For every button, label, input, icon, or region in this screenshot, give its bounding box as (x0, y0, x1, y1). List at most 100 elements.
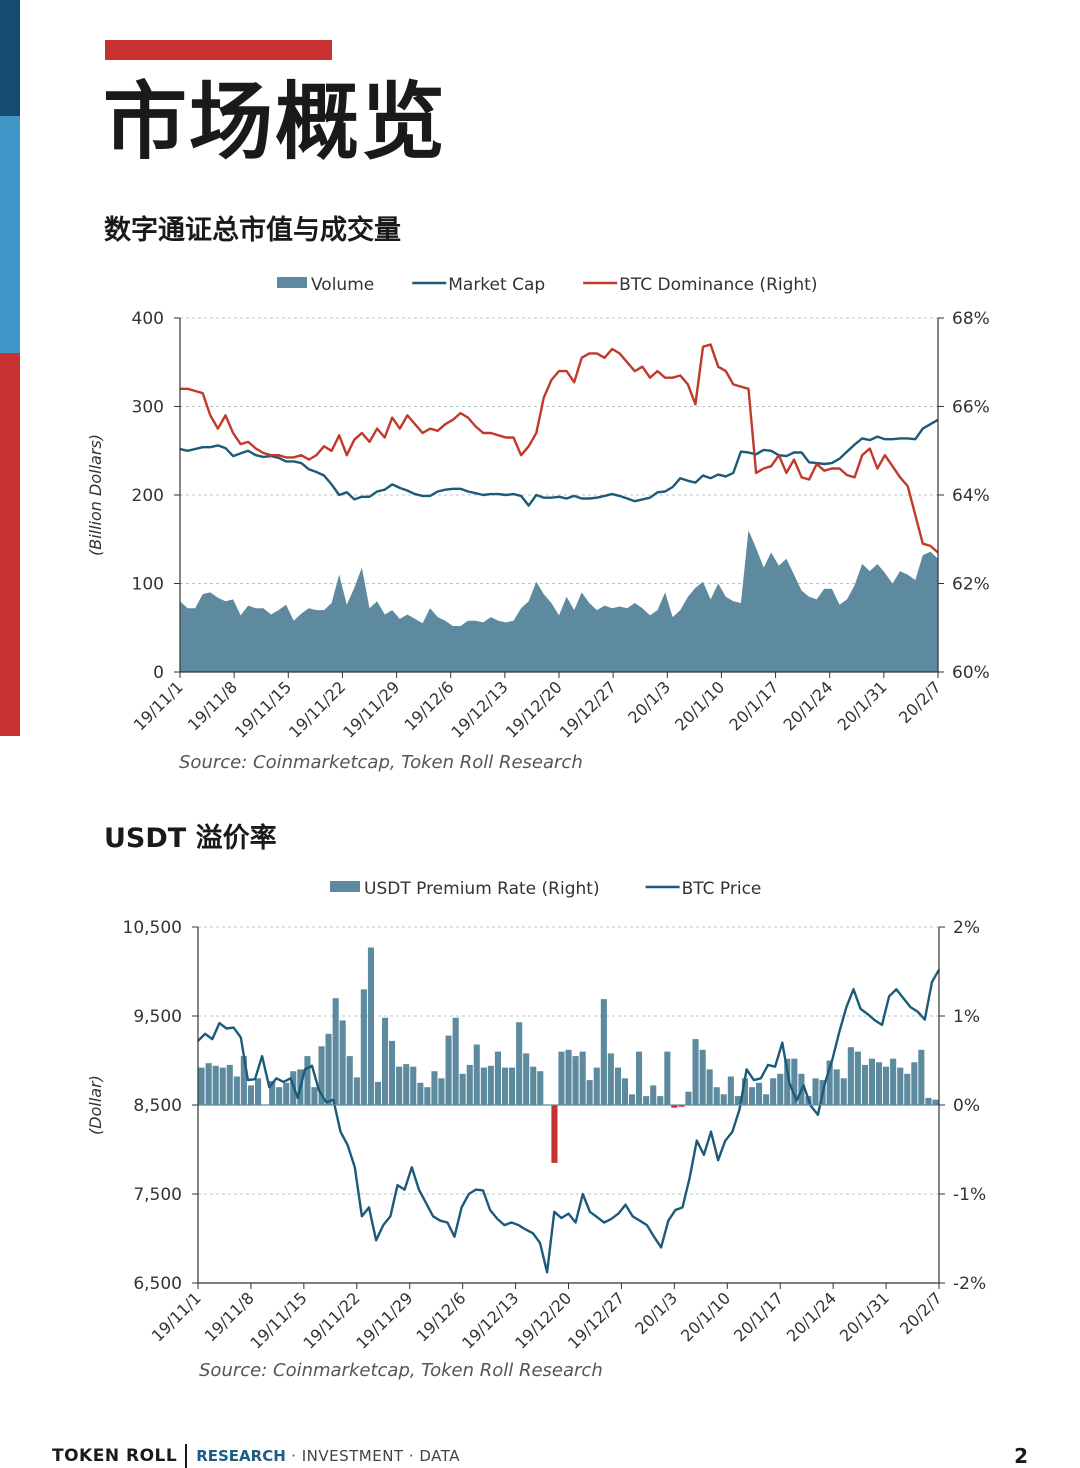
premium-bar (890, 1058, 897, 1105)
premium-bar (876, 1062, 883, 1105)
premium-bar (699, 1049, 706, 1105)
y-right-tick-label: 62% (952, 575, 990, 595)
legend-label: Volume (311, 275, 374, 295)
y-axis-label: (Dollar) (86, 1075, 105, 1135)
x-tick-label: 19/11/29 (352, 1288, 416, 1352)
premium-bar (247, 1085, 254, 1105)
y-left-tick-label: 9,500 (133, 1007, 182, 1027)
premium-bar (410, 1066, 417, 1105)
premium-bar (791, 1058, 798, 1105)
premium-bar (551, 1105, 558, 1163)
x-tick-label: 20/1/17 (730, 1288, 787, 1345)
x-tick-label: 19/11/15 (246, 1288, 310, 1352)
premium-bar (911, 1062, 918, 1105)
premium-bar (502, 1067, 509, 1105)
y-right-tick-label: 68% (952, 309, 990, 329)
title-accent-bar (105, 40, 332, 60)
premium-bar (593, 1067, 600, 1105)
y-right-tick-label: 60% (952, 663, 990, 683)
premium-bar (756, 1082, 763, 1106)
x-tick-label: 20/1/3 (624, 677, 674, 727)
premium-bar (332, 998, 339, 1105)
legend-swatch (330, 881, 360, 892)
y-left-tick-label: 300 (132, 398, 164, 418)
premium-bar (219, 1067, 226, 1105)
premium-bar (777, 1073, 784, 1105)
footer-tagline: · INVESTMENT · DATA (291, 1447, 461, 1465)
premium-bar (276, 1087, 283, 1105)
premium-bar (389, 1040, 396, 1105)
premium-bar (784, 1058, 791, 1105)
premium-bar (558, 1051, 565, 1105)
chart1-title: 数字通证总市值与成交量 (104, 215, 401, 246)
x-tick-label: 20/1/10 (671, 677, 728, 734)
premium-bar (685, 1091, 692, 1105)
x-tick-label: 19/11/22 (285, 677, 349, 741)
y-right-tick-label: -2% (953, 1274, 986, 1294)
premium-bar (925, 1097, 932, 1105)
x-tick-label: 20/1/10 (677, 1288, 734, 1345)
legend-label: Market Cap (448, 275, 545, 295)
premium-bar (403, 1064, 410, 1105)
usdt-premium-chart: 10,500 9,500 8,500 7,500 6,500 2% 1% 0% -1% -2% (D… (86, 879, 986, 1353)
premium-bar (374, 1081, 381, 1105)
premium-bar (629, 1094, 636, 1105)
page-number: 2 (1014, 1444, 1028, 1468)
y-left-tick-label: 6,500 (133, 1274, 182, 1294)
premium-bar (621, 1078, 628, 1105)
premium-bar (770, 1078, 777, 1105)
premium-bar (706, 1069, 713, 1105)
x-tick-label: 19/12/27 (556, 677, 620, 741)
premium-bar (537, 1071, 544, 1105)
y-left-tick-label: 200 (132, 486, 164, 506)
legend-swatch (277, 277, 307, 288)
premium-bar (466, 1064, 473, 1105)
premium-bar (304, 1056, 311, 1105)
premium-bar (833, 1069, 840, 1105)
footer-divider (185, 1444, 188, 1468)
x-tick-label: 19/12/20 (502, 677, 566, 741)
chart2-source: Source: Coinmarketcap, Token Roll Resear… (199, 1360, 603, 1381)
premium-bar (205, 1063, 212, 1105)
premium-bar (847, 1047, 854, 1105)
premium-bar (572, 1056, 579, 1105)
premium-bar (212, 1065, 219, 1105)
premium-bar (417, 1082, 424, 1106)
x-tick-label: 19/11/1 (130, 677, 187, 734)
y-right-tick-label: 1% (953, 1007, 980, 1027)
premium-bar (240, 1056, 247, 1105)
x-tick-label: 19/11/29 (339, 677, 403, 741)
premium-bar (530, 1066, 537, 1105)
premium-bar (233, 1076, 240, 1105)
premium-bar (579, 1051, 586, 1105)
x-tick-label: 20/1/31 (834, 677, 891, 734)
premium-bar (346, 1056, 353, 1105)
premium-bar (382, 1017, 389, 1105)
premium-bar (734, 1096, 741, 1105)
x-tick-label: 19/12/27 (564, 1288, 628, 1352)
legend-label: BTC Dominance (Right) (619, 275, 817, 295)
x-tick-label: 19/11/15 (231, 677, 295, 741)
x-tick-label: 19/12/13 (447, 677, 511, 741)
btc-dominance-line (180, 343, 939, 554)
y-left-tick-label: 100 (132, 575, 164, 595)
premium-bar (692, 1039, 699, 1105)
x-tick-label: 20/1/24 (779, 677, 836, 734)
premium-bar (494, 1051, 501, 1105)
premium-bar (826, 1060, 833, 1105)
y-right-tick-label: 0% (953, 1096, 980, 1116)
premium-bar (657, 1096, 664, 1105)
x-tick-label: 20/1/3 (631, 1288, 681, 1338)
x-tick-label: 20/1/17 (725, 677, 782, 734)
premium-bar (438, 1078, 445, 1105)
premium-bar (812, 1078, 819, 1105)
x-tick-label: 20/2/7 (896, 1288, 946, 1338)
premium-bar (516, 1022, 523, 1105)
premium-bar (904, 1073, 911, 1105)
premium-bar (614, 1067, 621, 1105)
premium-bar (763, 1094, 770, 1105)
y-left-tick-label: 8,500 (133, 1096, 182, 1116)
x-tick-label: 19/11/1 (148, 1288, 205, 1345)
premium-bar (325, 1033, 332, 1105)
premium-bar (664, 1051, 671, 1105)
